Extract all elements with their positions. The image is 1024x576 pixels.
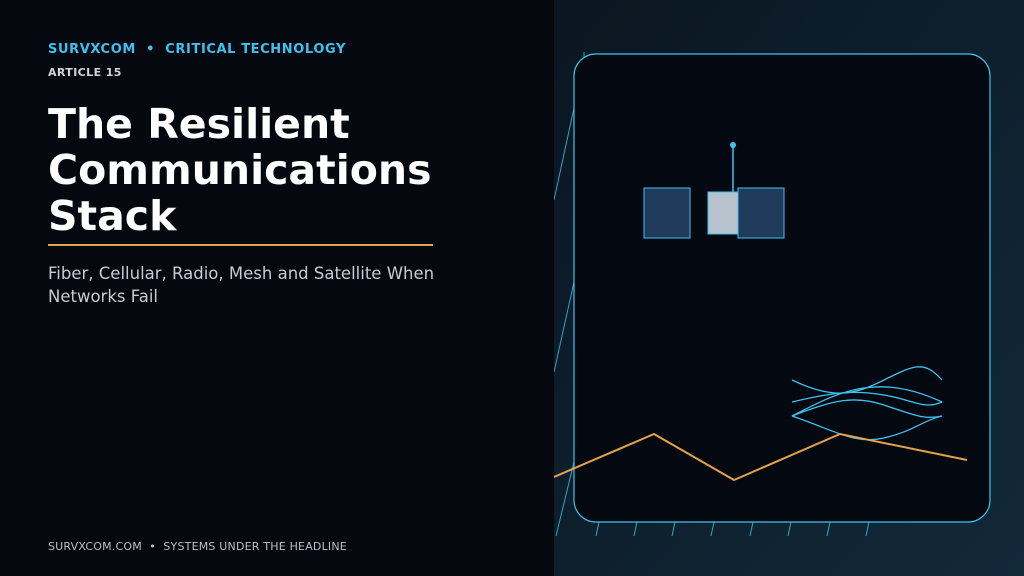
title-rule	[48, 244, 433, 246]
subtitle: Fiber, Cellular, Radio, Mesh and Satelli…	[48, 264, 435, 306]
kicker: SURVXCOM • CRITICAL TECHNOLOGY	[48, 42, 346, 57]
illustration	[554, 0, 1024, 576]
article-number: ARTICLE 15	[48, 66, 122, 79]
title: The Resilient Communications Stack	[48, 100, 432, 240]
footer: SURVXCOM.COM • SYSTEMS UNDER THE HEADLIN…	[48, 540, 347, 553]
text-panel: SURVXCOM • CRITICAL TECHNOLOGY ARTICLE 1…	[48, 42, 435, 553]
